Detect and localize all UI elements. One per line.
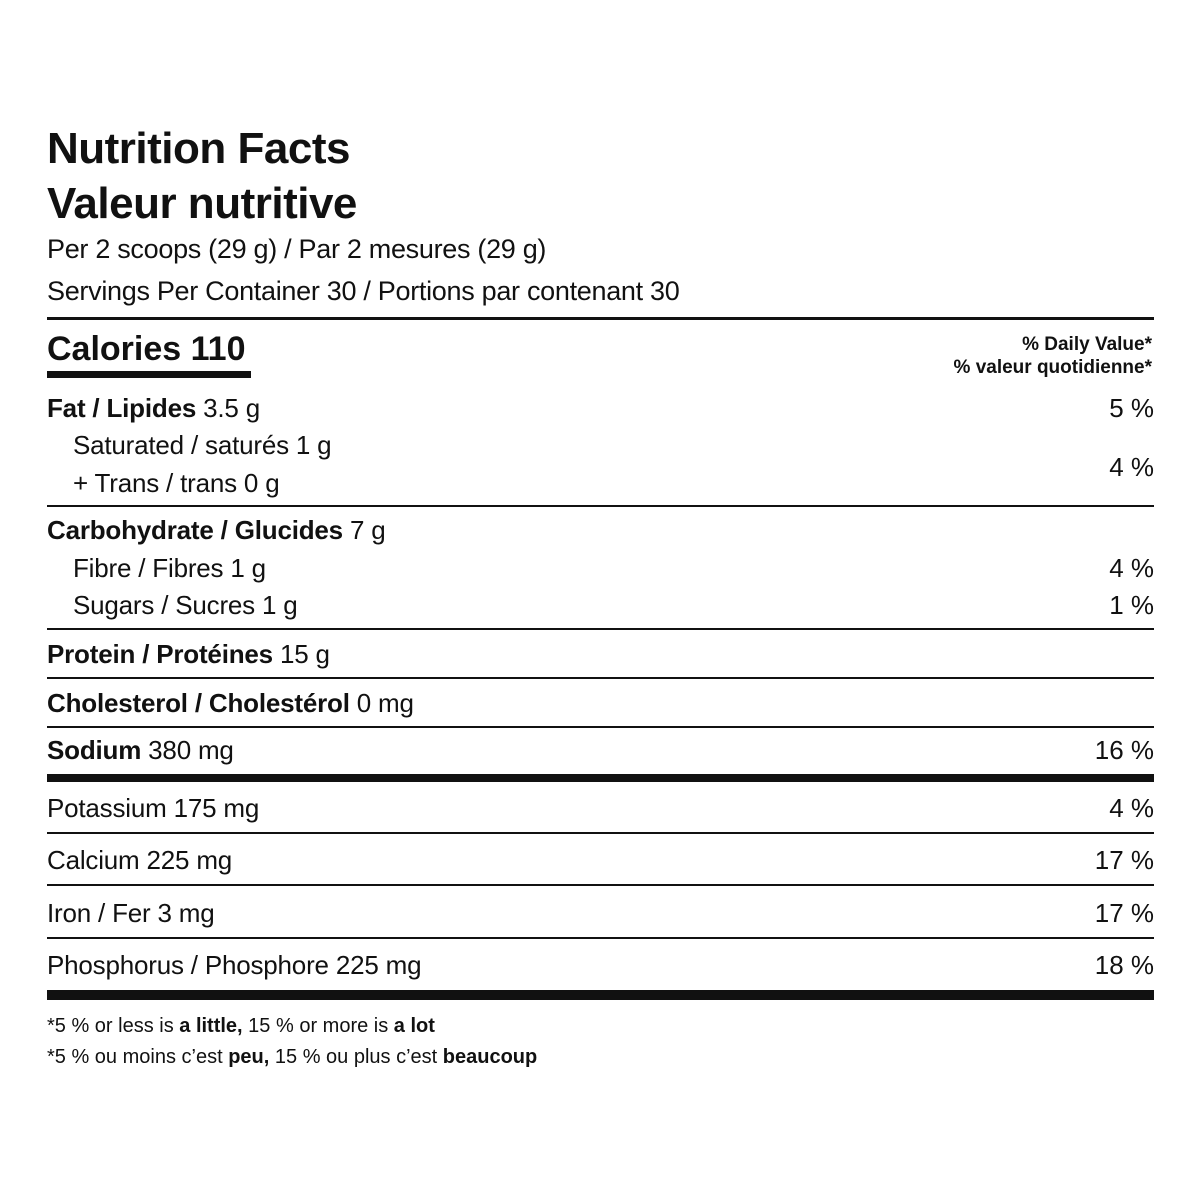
divider bbox=[47, 505, 1154, 507]
footnote-bold: a lot bbox=[393, 1015, 435, 1037]
fat-dv: 5 % bbox=[1109, 393, 1154, 423]
iron-dv: 17 % bbox=[1094, 898, 1154, 928]
footnote-en: *5 % or less is a little, 15 % or more i… bbox=[47, 1016, 435, 1036]
title-fr: Valeur nutritive bbox=[47, 179, 357, 228]
amount: 15 g bbox=[279, 639, 330, 669]
sugars-row: Sugars / Sucres 1 g bbox=[73, 590, 298, 620]
trans-row: + Trans / trans 0 g bbox=[73, 468, 280, 498]
dv-fr: % valeur quotidienne* bbox=[953, 357, 1152, 378]
serving-size: Per 2 scoops (29 g) / Par 2 mesures (29 … bbox=[47, 234, 547, 264]
potassium-row: Potassium 175 mg bbox=[47, 793, 260, 823]
cholesterol-row: Cholesterol / Cholestérol 0 mg bbox=[47, 690, 414, 716]
footnote-text: *5 % ou moins c’est bbox=[47, 1046, 229, 1068]
footnote-fr: *5 % ou moins c’est peu, 15 % ou plus c’… bbox=[47, 1047, 537, 1067]
calories-underline bbox=[47, 371, 251, 378]
nutrient-label: Sodium bbox=[47, 735, 142, 765]
sodium-row: Sodium 380 mg bbox=[47, 737, 234, 763]
phosphorus-dv: 18 % bbox=[1094, 950, 1154, 980]
fibre-dv: 4 % bbox=[1109, 553, 1154, 583]
footnote-bold: a little, bbox=[179, 1015, 243, 1037]
title-en: Nutrition Facts bbox=[47, 124, 350, 173]
divider bbox=[47, 832, 1154, 834]
phosphorus-row: Phosphorus / Phosphore 225 mg bbox=[47, 950, 422, 980]
divider bbox=[47, 317, 1154, 320]
sodium-dv: 16 % bbox=[1094, 735, 1154, 765]
calories: Calories 110 bbox=[47, 330, 246, 368]
divider bbox=[47, 677, 1154, 679]
iron-row: Iron / Fer 3 mg bbox=[47, 898, 215, 928]
fibre-row: Fibre / Fibres 1 g bbox=[73, 553, 266, 583]
potassium-dv: 4 % bbox=[1109, 793, 1154, 823]
divider bbox=[47, 726, 1154, 728]
dv-en: % Daily Value* bbox=[1022, 334, 1152, 355]
thick-divider bbox=[47, 774, 1154, 782]
sugars-dv: 1 % bbox=[1109, 590, 1154, 620]
amount: 3.5 g bbox=[203, 393, 260, 423]
nutrient-label: Cholesterol / Cholestérol bbox=[47, 688, 350, 718]
amount: 7 g bbox=[349, 515, 386, 545]
saturated-row: Saturated / saturés 1 g bbox=[73, 430, 332, 460]
nutrient-label: Carbohydrate / Glucides bbox=[47, 515, 343, 545]
sat-trans-dv: 4 % bbox=[1109, 452, 1154, 482]
daily-value-heading: % Daily Value*% valeur quotidienne* bbox=[954, 333, 1152, 379]
nutrient-label: Protein / Protéines bbox=[47, 639, 273, 669]
fat-row: Fat / Lipides 3.5 g bbox=[47, 395, 260, 421]
calcium-row: Calcium 225 mg bbox=[47, 845, 233, 875]
footnote-bold: peu, bbox=[228, 1046, 270, 1068]
protein-row: Protein / Protéines 15 g bbox=[47, 641, 330, 667]
footnote-text: *5 % or less is bbox=[47, 1015, 180, 1037]
footnote-text: 15 % ou plus c’est bbox=[269, 1046, 443, 1068]
footnote-bold: beaucoup bbox=[442, 1046, 538, 1068]
calcium-dv: 17 % bbox=[1094, 845, 1154, 875]
amount: 380 mg bbox=[148, 735, 234, 765]
amount: 0 mg bbox=[356, 688, 414, 718]
divider bbox=[47, 937, 1154, 939]
carb-row: Carbohydrate / Glucides 7 g bbox=[47, 517, 386, 543]
footnote-text: 15 % or more is bbox=[242, 1015, 394, 1037]
divider bbox=[47, 884, 1154, 886]
thick-divider bbox=[47, 990, 1154, 1000]
nutrient-label: Fat / Lipides bbox=[47, 393, 197, 423]
divider bbox=[47, 628, 1154, 630]
servings-per-container: Servings Per Container 30 / Portions par… bbox=[47, 276, 680, 306]
